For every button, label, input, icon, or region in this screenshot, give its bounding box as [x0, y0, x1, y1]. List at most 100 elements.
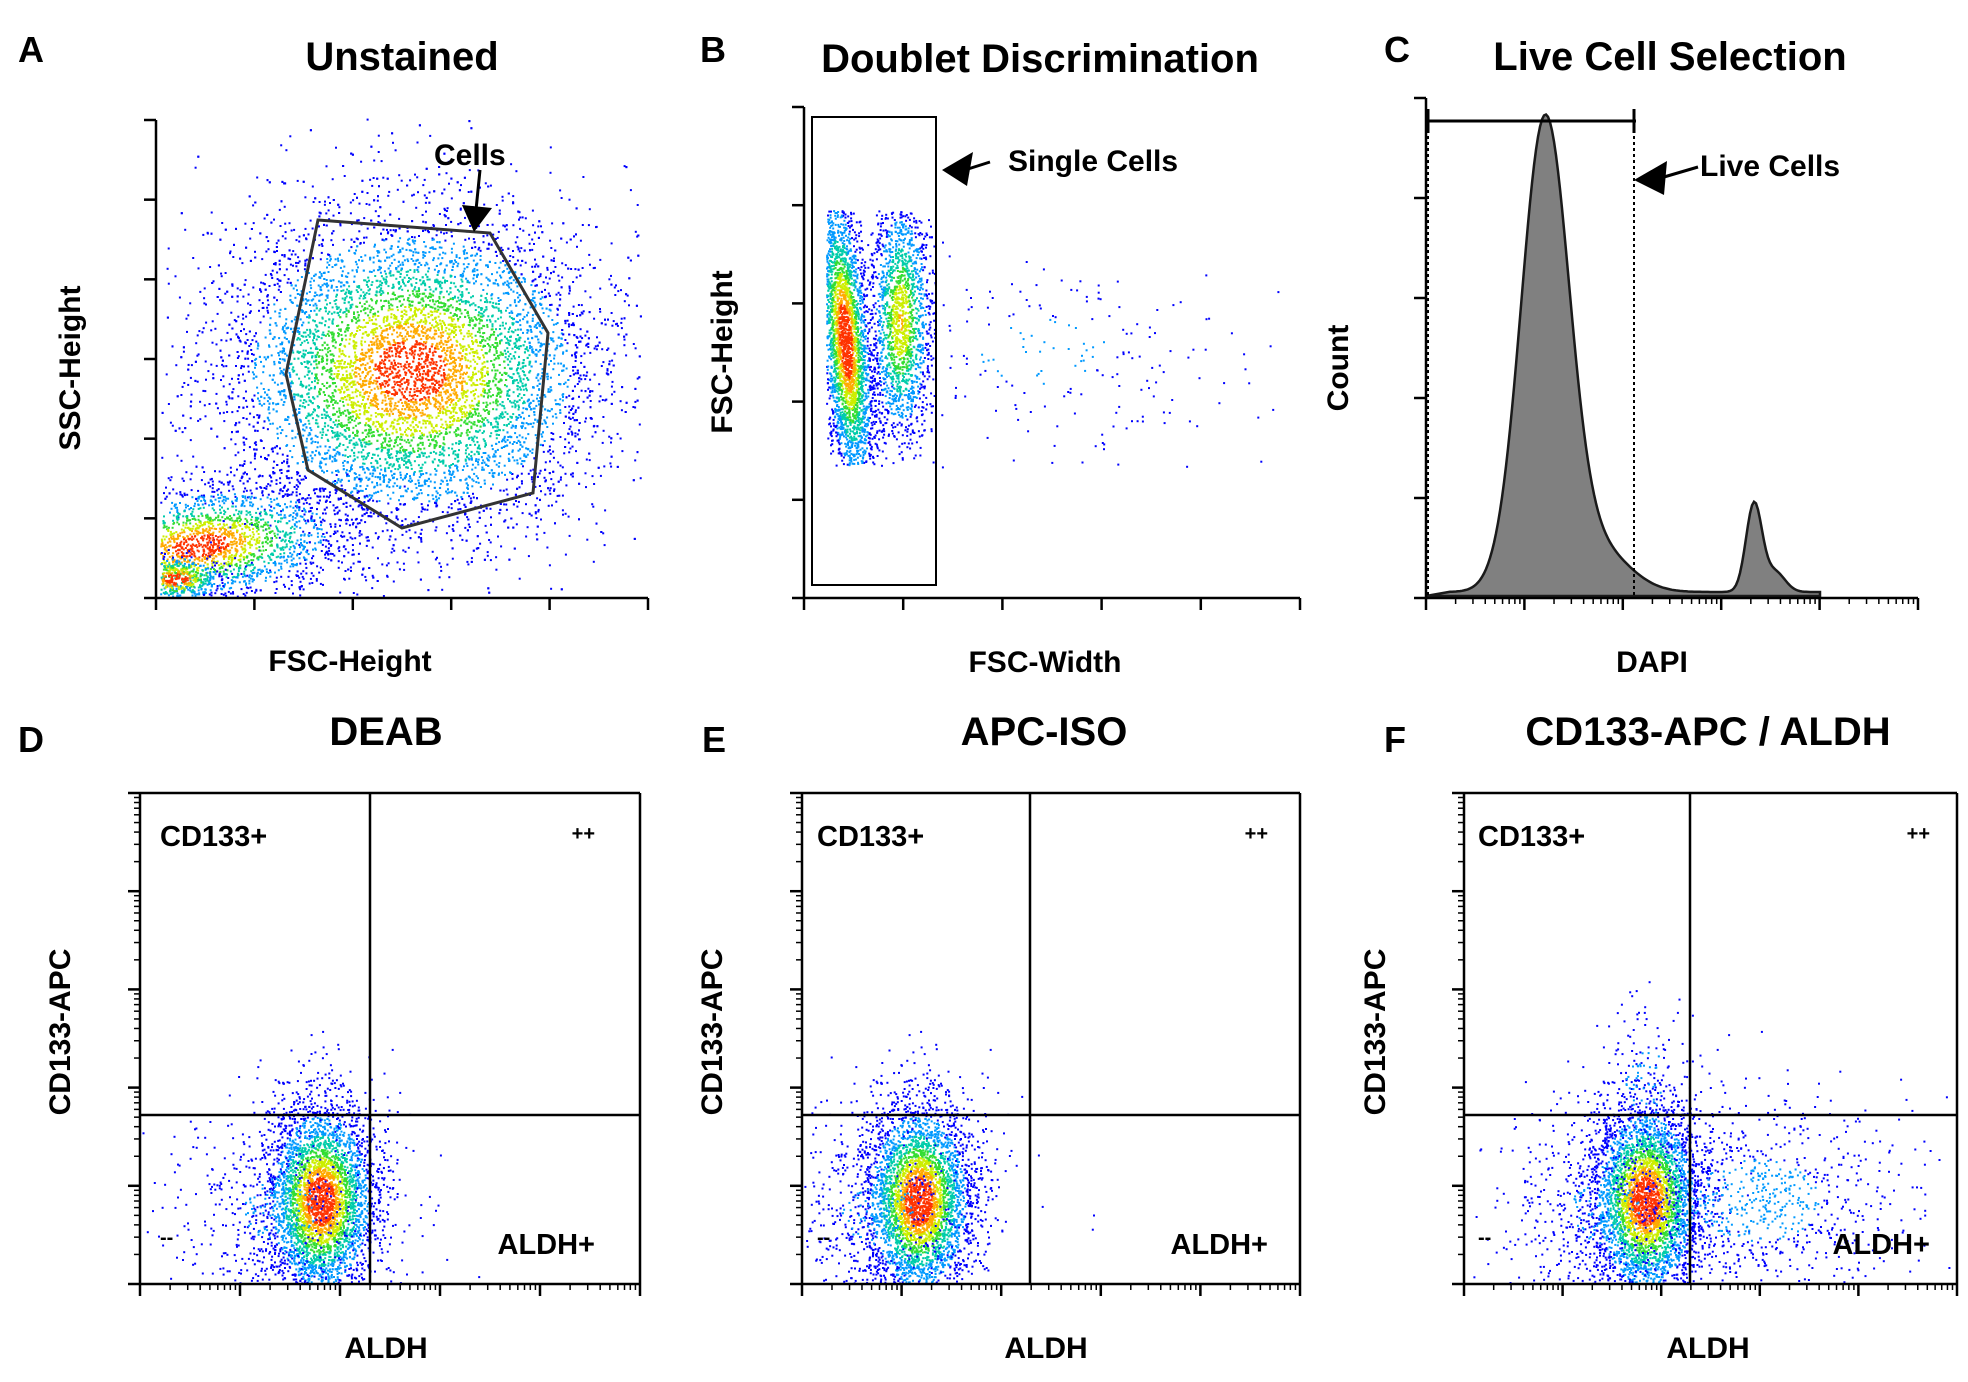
event-dot	[411, 350, 414, 352]
event-dot	[349, 212, 352, 215]
event-dot	[326, 400, 329, 403]
event-dot	[388, 486, 391, 489]
event-dot	[394, 355, 397, 358]
event-dot	[302, 434, 305, 437]
event-dot	[535, 354, 538, 357]
event-dot	[427, 374, 430, 377]
event-dot	[497, 299, 500, 302]
event-dot	[385, 329, 388, 332]
event-dot	[237, 451, 240, 454]
event-dot	[417, 464, 420, 467]
event-dot	[196, 354, 199, 357]
event-dot	[417, 287, 420, 290]
event-dot	[309, 280, 312, 283]
event-dot	[450, 464, 453, 466]
event-dot	[319, 487, 322, 490]
event-dot	[610, 385, 613, 388]
event-dot	[182, 350, 185, 353]
event-dot	[420, 492, 423, 495]
event-dot	[463, 267, 466, 270]
event-dot	[503, 439, 506, 442]
event-dot	[367, 539, 370, 542]
event-dot	[484, 374, 486, 377]
event-dot	[343, 382, 346, 385]
event-dot	[389, 264, 392, 267]
event-dot	[548, 445, 551, 448]
event-dot	[387, 562, 390, 565]
event-dot	[214, 327, 217, 330]
event-dot	[348, 398, 351, 401]
event-dot	[479, 383, 482, 385]
event-dot	[542, 312, 545, 314]
event-dot	[412, 447, 414, 450]
event-dot	[265, 250, 268, 253]
event-dot	[304, 446, 306, 449]
event-dot	[525, 503, 527, 506]
event-dot	[461, 300, 463, 303]
event-dot	[470, 557, 473, 560]
event-dot	[476, 408, 479, 411]
event-dot	[269, 273, 272, 275]
event-dot	[559, 436, 562, 438]
event-dot	[317, 379, 320, 382]
event-dot	[402, 495, 405, 498]
event-dot	[639, 477, 642, 480]
event-dot	[392, 491, 395, 494]
event-dot	[336, 469, 339, 472]
event-dot	[543, 440, 546, 442]
event-dot	[531, 314, 534, 317]
event-dot	[321, 383, 324, 385]
event-dot	[371, 299, 374, 302]
event-dot	[342, 238, 345, 241]
event-dot	[515, 425, 517, 427]
event-dot	[351, 490, 354, 493]
event-dot	[568, 198, 571, 201]
event-dot	[491, 223, 494, 226]
event-dot	[401, 303, 404, 306]
event-dot	[540, 518, 542, 521]
event-dot	[377, 535, 380, 538]
event-dot	[306, 373, 309, 376]
event-dot	[292, 250, 295, 253]
event-dot	[479, 258, 482, 261]
event-dot	[218, 470, 221, 473]
event-dot	[231, 411, 234, 414]
event-dot	[484, 391, 486, 394]
event-dot	[328, 254, 331, 256]
event-dot	[230, 311, 233, 314]
event-dot	[470, 436, 473, 439]
event-dot	[557, 308, 559, 311]
event-dot	[588, 253, 591, 256]
event-dot	[472, 327, 475, 330]
event-dot	[504, 352, 507, 355]
event-dot	[464, 238, 467, 241]
event-dot	[221, 222, 224, 224]
event-dot	[353, 410, 356, 413]
event-dot	[292, 264, 294, 267]
event-dot	[482, 241, 485, 244]
event-dot	[430, 293, 433, 296]
event-dot	[477, 463, 480, 466]
event-dot	[232, 256, 235, 258]
event-dot	[425, 261, 428, 264]
event-dot	[554, 399, 557, 402]
event-dot	[343, 344, 346, 347]
event-dot	[398, 174, 401, 177]
event-dot	[344, 275, 347, 278]
event-dot	[420, 451, 423, 454]
event-dot	[421, 325, 424, 327]
event-dot	[337, 560, 340, 563]
event-dot	[413, 269, 416, 272]
event-dot	[428, 455, 431, 458]
event-dot	[511, 449, 514, 452]
event-dot	[529, 469, 532, 472]
event-dot	[279, 372, 282, 375]
event-dot	[346, 395, 349, 398]
event-dot	[312, 201, 315, 203]
event-dot	[376, 368, 379, 371]
event-dot	[450, 251, 453, 254]
event-dot	[373, 379, 376, 382]
event-dot	[393, 442, 396, 445]
event-dot	[374, 368, 377, 371]
event-dot	[344, 494, 347, 497]
